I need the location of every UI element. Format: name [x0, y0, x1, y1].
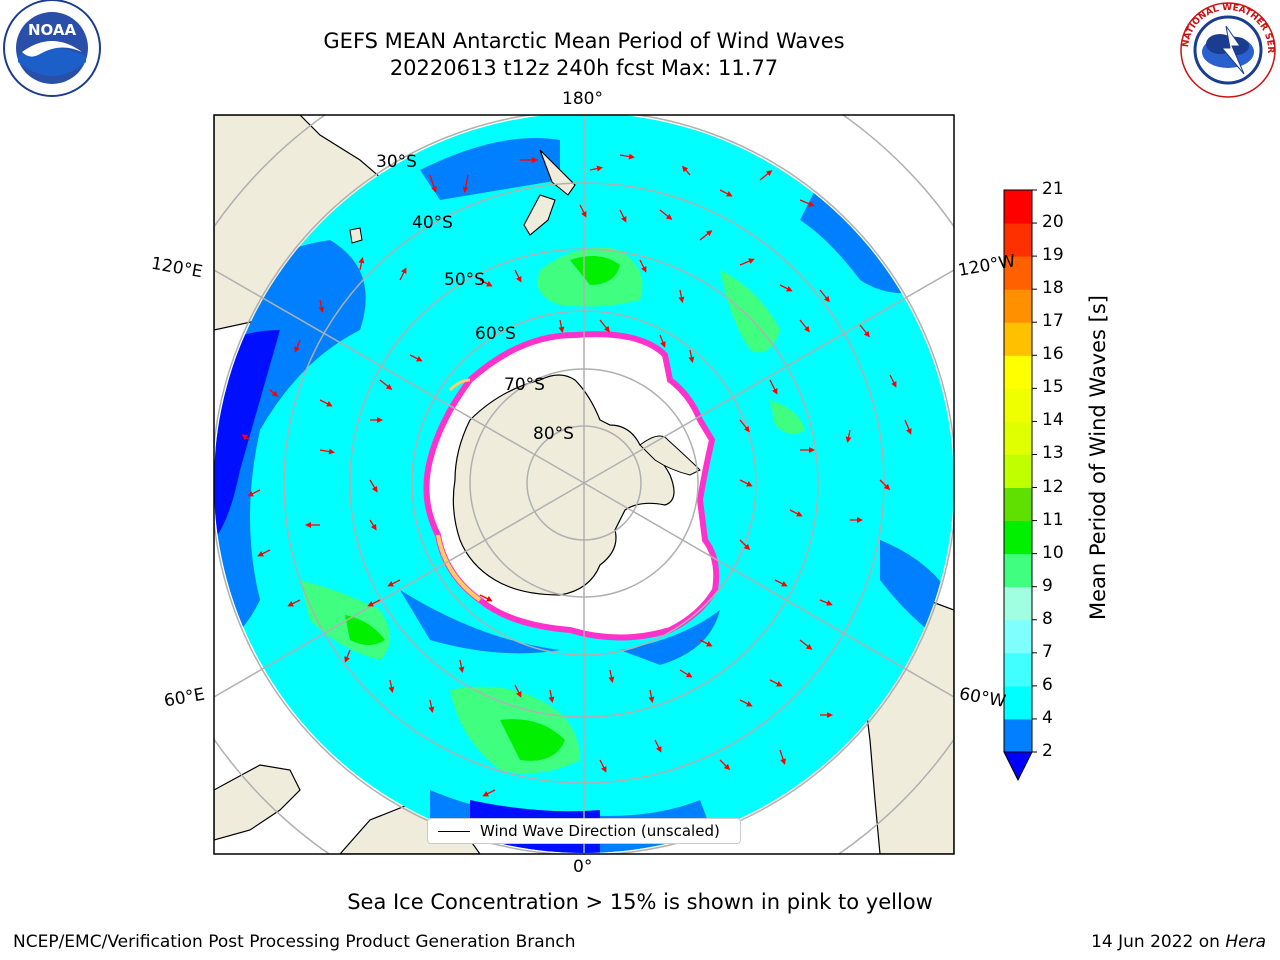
colorbar-bin — [1004, 520, 1032, 555]
chart-subtitle: 20220613 t12z 240h fcst Max: 11.77 — [389, 56, 779, 80]
legend-text: Wind Wave Direction (unscaled) — [480, 822, 720, 840]
colorbar-tick-label: 13 — [1042, 443, 1064, 464]
lat-label-30s: 30°S — [376, 152, 417, 172]
chart-title: GEFS MEAN Antarctic Mean Period of Wind … — [323, 29, 845, 53]
nws-logo: NATIONAL WEATHER SERVICE — [1178, 0, 1276, 98]
colorbar-bin — [1004, 685, 1032, 720]
colorbar-bin — [1004, 223, 1032, 257]
map-legend: Wind Wave Direction (unscaled) — [427, 818, 741, 844]
colorbar-tick-label: 17 — [1042, 311, 1064, 332]
antarctica-land — [452, 374, 675, 596]
lat-label-40s: 40°S — [412, 213, 453, 233]
wave-arrows — [241, 153, 912, 797]
colorbar-bin — [1004, 553, 1032, 588]
colorbar-tick-label: 7 — [1042, 641, 1053, 662]
footer-date: 14 Jun 2022 on Hera — [1091, 932, 1266, 952]
colorbar-tick-label: 12 — [1042, 476, 1064, 497]
colorbar-bin — [1004, 421, 1032, 455]
colorbar-bin — [1004, 322, 1032, 356]
colorbar-label: Mean Period of Wind Waves [s] — [1086, 295, 1110, 620]
footer-credit: NCEP/EMC/Verification Post Processing Pr… — [13, 932, 576, 952]
colorbar-tick-label: 6 — [1042, 674, 1053, 695]
lon-label-bottom: 0° — [573, 857, 593, 877]
legend-line-swatch — [438, 830, 470, 832]
colorbar-bin — [1004, 289, 1032, 323]
colorbar-bin — [1004, 586, 1032, 621]
colorbar-bin — [1004, 190, 1032, 224]
colorbar — [1003, 189, 1037, 782]
sea-ice-caption: Sea Ice Concentration > 15% is shown in … — [347, 890, 933, 914]
colorbar-bin — [1004, 652, 1032, 687]
lat-label-50s: 50°S — [444, 270, 485, 290]
footer-date-text: 14 Jun 2022 on — [1091, 932, 1226, 952]
colorbar-bin — [1004, 355, 1032, 389]
colorbar-tick-label: 15 — [1042, 377, 1064, 398]
lat-label-60s: 60°S — [475, 324, 516, 344]
lat-label-70s: 70°S — [504, 375, 545, 395]
noaa-logo-text: NOAA — [28, 21, 77, 39]
colorbar-tick-label: 11 — [1042, 509, 1064, 530]
colorbar-bin — [1004, 256, 1032, 290]
colorbar-bin — [1004, 619, 1032, 654]
colorbar-tick-label: 20 — [1042, 212, 1064, 233]
colorbar-tick-label: 19 — [1042, 245, 1064, 266]
graticule — [214, 115, 954, 854]
colorbar-bin — [1004, 718, 1032, 753]
colorbar-frame — [1003, 189, 1033, 753]
lon-label-top: 180° — [562, 89, 603, 109]
colorbar-bin — [1004, 487, 1032, 522]
footer-machine: Hera — [1225, 932, 1266, 952]
noaa-logo: NOAA — [3, 0, 101, 97]
colorbar-tick-label: 2 — [1042, 741, 1053, 761]
colorbar-tick-label: 9 — [1042, 575, 1053, 596]
colorbar-tick-label: 4 — [1042, 707, 1053, 728]
colorbar-tick-label: 10 — [1042, 542, 1064, 563]
colorbar-tick-label: 16 — [1042, 344, 1064, 365]
colorbar-tick-label: 18 — [1042, 278, 1064, 299]
colorbar-bin — [1004, 454, 1032, 489]
colorbar-tick-label: 14 — [1042, 410, 1064, 431]
colorbar-bin — [1004, 388, 1032, 422]
colorbar-tick-label: 8 — [1042, 608, 1053, 629]
colorbar-tick-label: 21 — [1042, 179, 1064, 199]
colorbar-under-triangle — [1003, 751, 1033, 782]
lat-label-80s: 80°S — [533, 424, 574, 444]
